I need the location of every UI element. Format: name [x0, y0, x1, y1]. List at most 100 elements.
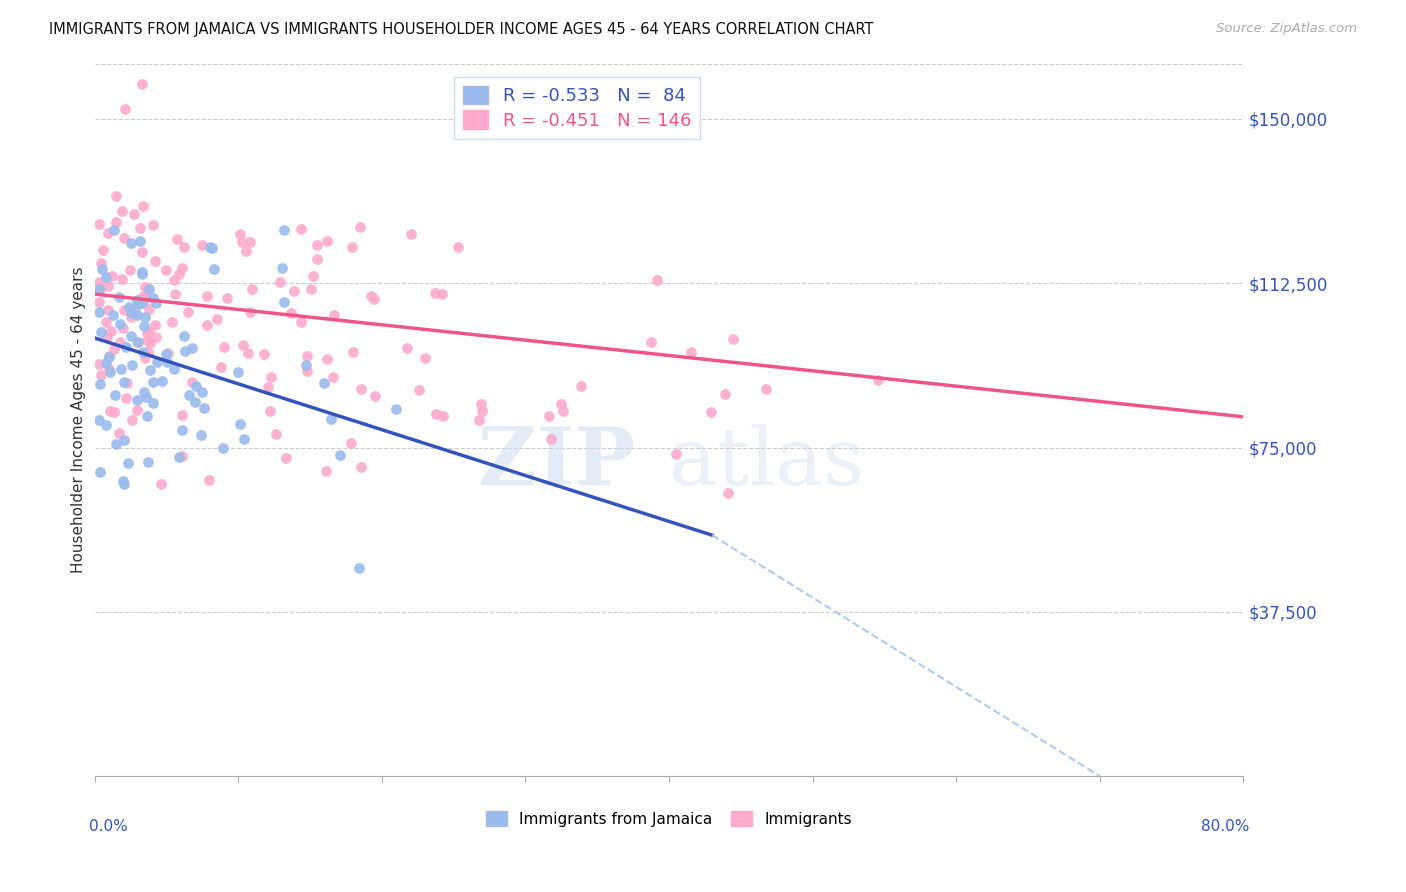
Point — [104, 437, 127, 451]
Point — [98, 404, 121, 418]
Point — [94, 418, 117, 433]
Point — [117, 376, 139, 390]
Point — [114, 340, 136, 354]
Point — [350, 460, 373, 475]
Point — [569, 379, 592, 393]
Point — [111, 203, 134, 218]
Point — [280, 306, 302, 320]
Point — [169, 267, 191, 281]
Point — [90, 281, 112, 295]
Point — [290, 222, 312, 236]
Point — [97, 278, 120, 293]
Point — [131, 268, 153, 282]
Point — [413, 351, 436, 365]
Point — [229, 227, 252, 241]
Point — [721, 332, 744, 346]
Point — [202, 262, 225, 277]
Point — [145, 330, 167, 344]
Point — [238, 235, 260, 250]
Point — [104, 388, 127, 402]
Point — [125, 308, 148, 322]
Point — [131, 77, 153, 91]
Point — [156, 355, 179, 369]
Point — [94, 269, 117, 284]
Point — [103, 223, 125, 237]
Point — [170, 449, 193, 463]
Point — [112, 476, 135, 491]
Point — [295, 358, 318, 372]
Point — [316, 234, 339, 248]
Point — [101, 268, 124, 283]
Point — [350, 382, 373, 396]
Point — [471, 404, 494, 418]
Point — [340, 436, 363, 450]
Point — [174, 344, 197, 359]
Text: 80.0%: 80.0% — [1201, 819, 1250, 834]
Point — [260, 370, 283, 384]
Point — [97, 302, 120, 317]
Point — [180, 375, 202, 389]
Point — [170, 408, 193, 422]
Point — [181, 341, 204, 355]
Point — [127, 335, 149, 350]
Point — [537, 409, 560, 424]
Point — [120, 329, 142, 343]
Point — [212, 340, 235, 354]
Point — [121, 413, 143, 427]
Text: IMMIGRANTS FROM JAMAICA VS IMMIGRANTS HOUSEHOLDER INCOME AGES 45 - 64 YEARS CORR: IMMIGRANTS FROM JAMAICA VS IMMIGRANTS HO… — [49, 22, 873, 37]
Point — [270, 260, 292, 275]
Point — [97, 350, 120, 364]
Point — [142, 375, 165, 389]
Point — [104, 215, 127, 229]
Point — [90, 256, 112, 270]
Point — [297, 349, 319, 363]
Point — [131, 244, 153, 259]
Point — [297, 364, 319, 378]
Point — [131, 264, 153, 278]
Point — [173, 328, 195, 343]
Point — [551, 403, 574, 417]
Point — [212, 441, 235, 455]
Point — [305, 238, 328, 252]
Point — [134, 280, 156, 294]
Point — [114, 391, 136, 405]
Point — [408, 383, 430, 397]
Point — [103, 343, 125, 357]
Point — [97, 227, 120, 241]
Point — [136, 345, 159, 359]
Point — [132, 384, 155, 399]
Point — [170, 260, 193, 275]
Legend: Immigrants from Jamaica, Immigrants: Immigrants from Jamaica, Immigrants — [479, 805, 858, 832]
Point — [112, 302, 135, 317]
Point — [269, 275, 291, 289]
Point — [540, 433, 562, 447]
Text: ZIP: ZIP — [478, 424, 634, 502]
Point — [135, 334, 157, 348]
Point — [191, 238, 214, 252]
Point — [136, 409, 159, 423]
Point — [120, 236, 142, 251]
Point — [103, 404, 125, 418]
Point — [105, 189, 128, 203]
Point — [98, 365, 121, 379]
Point — [156, 345, 179, 359]
Point — [91, 243, 114, 257]
Point — [717, 486, 740, 500]
Point — [259, 404, 281, 418]
Point — [87, 305, 110, 319]
Point — [425, 407, 447, 421]
Point — [163, 362, 186, 376]
Point — [131, 199, 153, 213]
Point — [231, 235, 253, 249]
Point — [120, 310, 142, 324]
Point — [111, 474, 134, 488]
Point — [146, 355, 169, 369]
Point — [138, 302, 160, 317]
Point — [550, 397, 572, 411]
Point — [217, 291, 239, 305]
Point — [111, 272, 134, 286]
Point — [97, 349, 120, 363]
Point — [136, 455, 159, 469]
Point — [108, 290, 131, 304]
Point — [190, 428, 212, 442]
